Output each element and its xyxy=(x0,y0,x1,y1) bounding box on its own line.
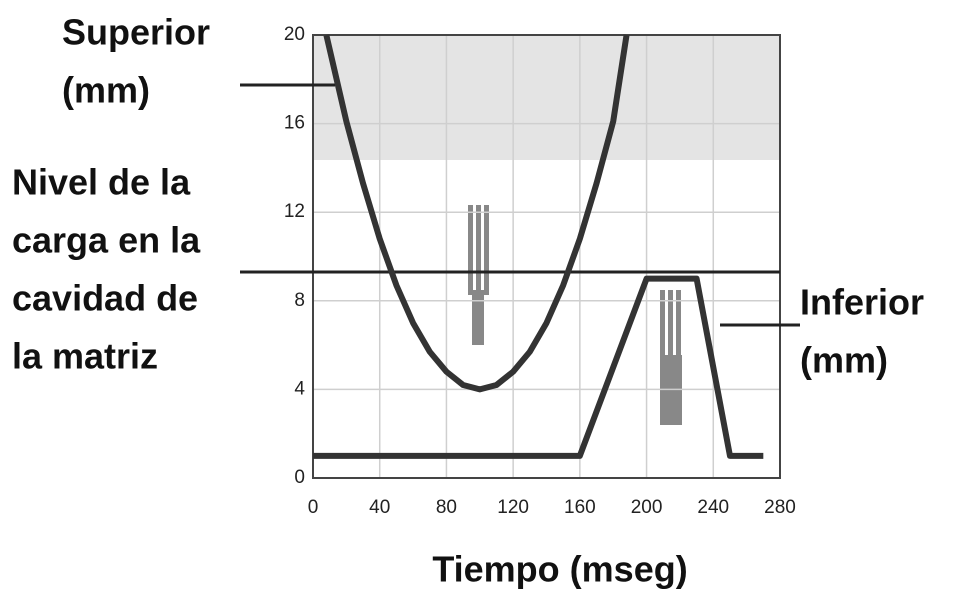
series-label: (mm) xyxy=(62,70,150,111)
series-label: Superior xyxy=(62,12,210,53)
x-tick-label: 240 xyxy=(697,497,729,518)
x-tick-label: 40 xyxy=(369,497,390,518)
gauge-icon xyxy=(660,290,682,425)
x-tick-label: 120 xyxy=(497,497,529,518)
shaded-zone xyxy=(313,35,780,160)
level-label: la matriz xyxy=(12,336,158,377)
series-label: Inferior xyxy=(800,282,924,323)
plot-frame xyxy=(312,34,781,479)
x-tick-label: 0 xyxy=(308,497,319,518)
x-tick-label: 160 xyxy=(564,497,596,518)
x-axis-label: Tiempo (mseg) xyxy=(432,549,687,590)
series-label: (mm) xyxy=(800,340,888,381)
series-line xyxy=(323,34,630,393)
level-label: carga en la xyxy=(12,220,201,261)
level-label: Nivel de la xyxy=(12,162,191,203)
y-tick-label: 12 xyxy=(284,201,305,222)
y-tick-label: 20 xyxy=(284,24,305,45)
y-tick-label: 16 xyxy=(284,113,305,134)
x-tick-label: 280 xyxy=(764,497,796,518)
x-tick-label: 80 xyxy=(436,497,457,518)
gauge-icon xyxy=(468,205,489,345)
y-tick-label: 8 xyxy=(294,290,305,311)
y-tick-label: 4 xyxy=(294,378,305,399)
x-tick-label: 200 xyxy=(631,497,663,518)
series-line xyxy=(313,275,764,459)
y-tick-label: 0 xyxy=(294,467,305,488)
level-label: cavidad de xyxy=(12,278,198,319)
